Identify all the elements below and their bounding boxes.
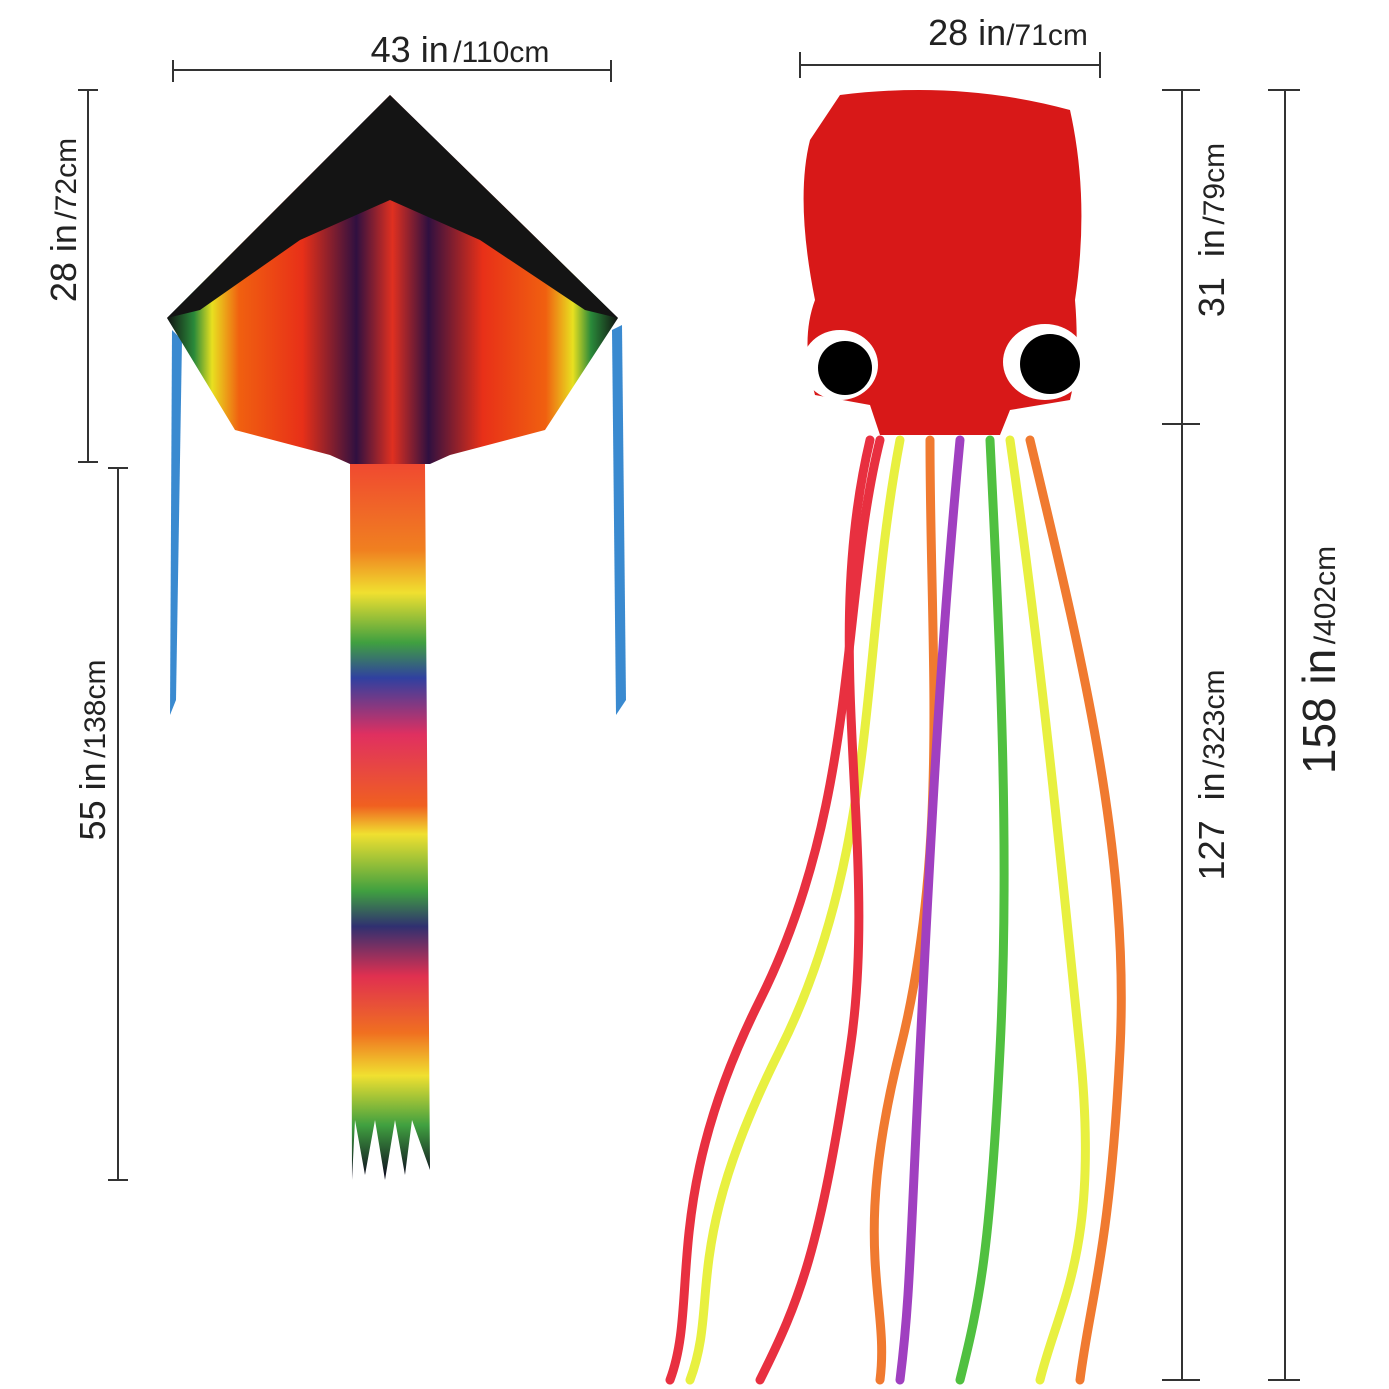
cm: /79cm — [1198, 143, 1231, 225]
delta-width-label: 43 in /110cm — [371, 29, 550, 70]
cm: /323cm — [1198, 670, 1231, 768]
octopus-width-label: 28 in/71cm — [928, 12, 1088, 53]
inches: 127 in — [1191, 772, 1232, 880]
octopus-head-label: 31 in /79cm — [1191, 143, 1232, 317]
inches: 28 in — [928, 12, 1006, 53]
inches: 158 in — [1293, 649, 1345, 774]
octopus-tentacles-label: 127 in /323cm — [1191, 670, 1232, 881]
inches: 55 in — [72, 762, 113, 840]
cm: /72cm — [50, 138, 83, 220]
delta-tail-label: 55 in /138cm — [72, 660, 113, 841]
cm: /71cm — [1006, 19, 1088, 52]
inches: 28 in — [43, 224, 84, 302]
delta-kite — [167, 95, 626, 1180]
octopus-total-label: 158 in /402cm — [1293, 546, 1345, 774]
delta-height-label: 28 in /72cm — [43, 138, 84, 302]
cm: /110cm — [453, 36, 549, 69]
cm: /138cm — [79, 660, 112, 758]
cm: /402cm — [1309, 546, 1342, 644]
inches: 31 in — [1191, 229, 1232, 317]
inches: 43 in — [371, 29, 449, 70]
dimension-lines — [78, 52, 1300, 1381]
octopus-kite — [665, 90, 1126, 1385]
